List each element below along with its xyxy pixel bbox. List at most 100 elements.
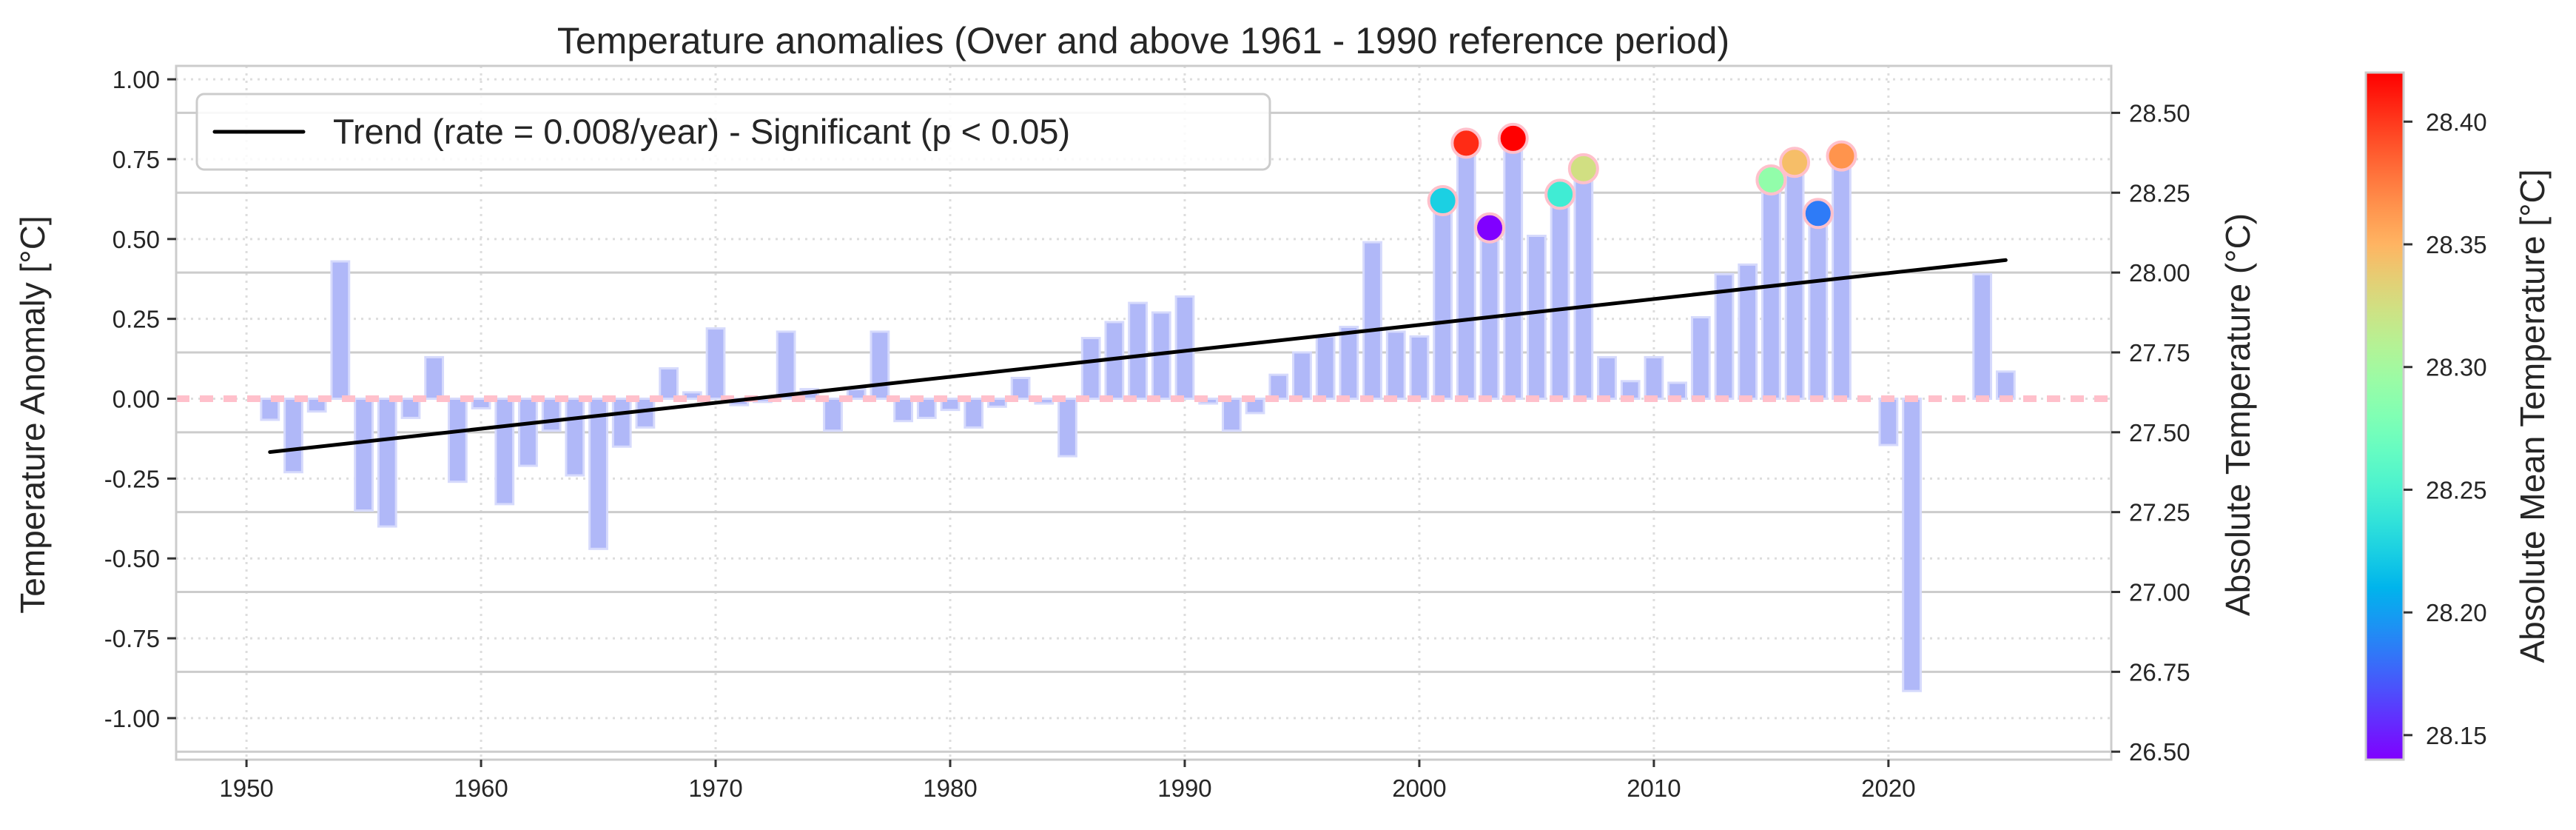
y-tick-label: -0.75 bbox=[104, 625, 160, 652]
y-tick-label: -0.50 bbox=[104, 545, 160, 572]
bar-2001 bbox=[1433, 199, 1453, 401]
y2-tick-label: 27.75 bbox=[2129, 339, 2190, 367]
x-axis-ticks: 1950 1960 1970 1980 1990 2000 2010 2020 bbox=[219, 760, 1916, 802]
bar-1959 bbox=[447, 398, 468, 483]
y-axis-title: Temperature Anomaly [°C] bbox=[13, 215, 52, 613]
marker-2003 bbox=[1474, 212, 1506, 244]
bar-1954 bbox=[330, 260, 351, 401]
y-tick-label: -0.25 bbox=[104, 465, 160, 492]
bar-1983 bbox=[1010, 376, 1031, 401]
bar-1990 bbox=[1174, 295, 1195, 401]
bar-2000 bbox=[1409, 335, 1430, 401]
bar-1958 bbox=[424, 355, 445, 401]
bar-1997 bbox=[1339, 325, 1359, 401]
marker-2006 bbox=[1544, 178, 1576, 210]
y-tick-label: 0.50 bbox=[112, 226, 160, 253]
bar-2015 bbox=[1761, 178, 1781, 401]
trend-line bbox=[268, 258, 2008, 455]
bar-1994 bbox=[1268, 373, 1289, 401]
bar-1995 bbox=[1292, 351, 1312, 401]
bar-1963 bbox=[541, 398, 562, 432]
x-tick-label: 2000 bbox=[1392, 774, 1446, 802]
y2-axis-ticks: 28.50 28.25 28.00 27.75 27.50 27.25 27.00 26.75… bbox=[2111, 99, 2190, 766]
bar-1977 bbox=[870, 330, 890, 401]
colorbar-tick-label: 28.25 bbox=[2426, 476, 2487, 503]
colorbar-gradient bbox=[2364, 71, 2405, 761]
y2-tick-label: 28.50 bbox=[2129, 99, 2190, 127]
marker-2016 bbox=[1779, 147, 1811, 178]
y-tick-label: 0.25 bbox=[112, 306, 160, 333]
bar-1968 bbox=[659, 367, 679, 401]
bar-1955 bbox=[354, 398, 374, 512]
bar-1962 bbox=[518, 398, 538, 467]
bar-2021 bbox=[1902, 398, 1922, 692]
bar-2010 bbox=[1644, 355, 1664, 401]
legend-box bbox=[195, 93, 1271, 171]
x-tick-label: 2010 bbox=[1627, 774, 1681, 802]
bar-1957 bbox=[400, 398, 421, 419]
y2-tick-label: 27.50 bbox=[2129, 419, 2190, 446]
marker-2001 bbox=[1427, 185, 1459, 217]
bar-2024 bbox=[1972, 272, 1993, 401]
bar-1964 bbox=[565, 398, 585, 477]
y2-tick-label: 28.00 bbox=[2129, 259, 2190, 287]
bar-1965 bbox=[588, 398, 608, 550]
x-tick-label: 1960 bbox=[454, 774, 508, 802]
y-axis-ticks: 1.00 0.75 0.50 0.25 0.00 -0.25 -0.50 -0.75 -1.00 bbox=[104, 66, 176, 732]
marker-2007 bbox=[1567, 153, 1599, 184]
bar-2016 bbox=[1784, 161, 1805, 401]
highlight-markers bbox=[1427, 122, 1857, 244]
bar-1951 bbox=[260, 398, 280, 421]
y2-axis-title: Absolute Temperature (°C) bbox=[2219, 213, 2257, 616]
marker-2017 bbox=[1802, 198, 1834, 230]
colorbar-tick-label: 28.30 bbox=[2426, 354, 2487, 381]
x-tick-label: 2020 bbox=[1861, 774, 1915, 802]
bar-2002 bbox=[1456, 141, 1476, 401]
colorbar-tick-label: 28.20 bbox=[2426, 599, 2487, 626]
bar-2020 bbox=[1878, 398, 1899, 446]
bar-1973 bbox=[776, 330, 796, 401]
y2-tick-label: 28.25 bbox=[2129, 179, 2190, 207]
bar-2017 bbox=[1808, 212, 1829, 401]
colorbar: 28.15 28.20 28.25 28.30 28.35 28.40 Absolute … bbox=[2364, 71, 2552, 761]
bar-2008 bbox=[1597, 355, 1617, 401]
y-tick-label: 0.00 bbox=[112, 386, 160, 413]
y2-tick-label: 27.25 bbox=[2129, 499, 2190, 526]
plot-frame bbox=[175, 64, 2113, 761]
bar-2005 bbox=[1527, 235, 1547, 401]
marker-2002 bbox=[1450, 127, 1482, 159]
y2-tick-label: 27.00 bbox=[2129, 579, 2190, 606]
marker-2004 bbox=[1497, 122, 1529, 154]
bar-1978 bbox=[893, 398, 913, 423]
bar-1988 bbox=[1128, 301, 1148, 401]
colorbar-title: Absolute Mean Temperature [°C] bbox=[2513, 170, 2552, 663]
y2-tick-label: 26.75 bbox=[2129, 658, 2190, 686]
bar-1996 bbox=[1315, 335, 1336, 401]
bar-1975 bbox=[823, 398, 843, 432]
bar-1956 bbox=[377, 398, 397, 528]
bars bbox=[260, 137, 2016, 692]
bar-1999 bbox=[1385, 330, 1406, 401]
legend-trend-label: Trend (rate = 0.008/year) - Significant … bbox=[333, 112, 1070, 151]
x-tick-label: 1970 bbox=[688, 774, 742, 802]
bar-1986 bbox=[1080, 337, 1101, 401]
y2-tick-label: 26.50 bbox=[2129, 738, 2190, 766]
bar-2014 bbox=[1738, 263, 1758, 401]
bar-1993 bbox=[1245, 398, 1265, 415]
bar-2007 bbox=[1573, 167, 1594, 401]
bar-1985 bbox=[1057, 398, 1077, 458]
y-tick-label: -1.00 bbox=[104, 705, 160, 732]
bar-1961 bbox=[494, 398, 515, 506]
bar-1970 bbox=[705, 327, 726, 401]
x-tick-label: 1980 bbox=[923, 774, 977, 802]
bar-1981 bbox=[964, 398, 984, 429]
marker-2018 bbox=[1826, 140, 1857, 172]
bar-1966 bbox=[611, 398, 632, 448]
bar-2004 bbox=[1503, 137, 1524, 401]
bar-2006 bbox=[1550, 193, 1570, 401]
y-tick-label: 1.00 bbox=[112, 66, 160, 93]
bar-2003 bbox=[1479, 227, 1500, 401]
colorbar-tick-label: 28.40 bbox=[2426, 108, 2487, 135]
colorbar-tick-label: 28.15 bbox=[2426, 722, 2487, 749]
